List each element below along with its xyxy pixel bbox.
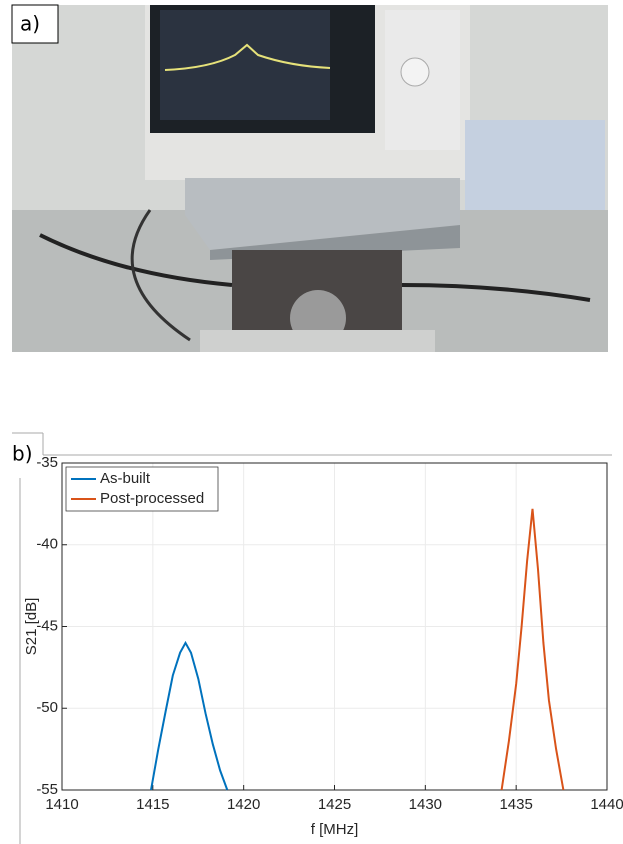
series-line bbox=[150, 640, 229, 791]
y-tick-label: -45 bbox=[36, 617, 58, 634]
x-tick-label: 1420 bbox=[227, 796, 260, 813]
panel-label: a) bbox=[20, 12, 40, 36]
legend-label: As-built bbox=[100, 470, 151, 487]
x-axis-label: f [MHz] bbox=[311, 821, 359, 838]
panel-label: b) bbox=[12, 442, 33, 466]
axes-box bbox=[61, 462, 608, 791]
photo bbox=[11, 4, 608, 352]
x-tick-label: 1425 bbox=[318, 796, 351, 813]
y-tick-label: -55 bbox=[36, 781, 58, 798]
x-tick-label: 1435 bbox=[499, 796, 532, 813]
x-tick-label: 1430 bbox=[409, 796, 442, 813]
legend-label: Post-processed bbox=[100, 490, 204, 507]
y-tick-label: -35 bbox=[36, 454, 58, 471]
x-tick-label: 1410 bbox=[45, 796, 78, 813]
legend-box bbox=[65, 466, 219, 512]
y-tick-label: -40 bbox=[36, 536, 58, 553]
x-tick-label: 1440 bbox=[590, 796, 623, 813]
y-tick-label: -50 bbox=[36, 699, 58, 716]
series-line bbox=[500, 508, 565, 791]
x-tick-label: 1415 bbox=[136, 796, 169, 813]
y-axis-label: S21 [dB] bbox=[23, 598, 40, 656]
